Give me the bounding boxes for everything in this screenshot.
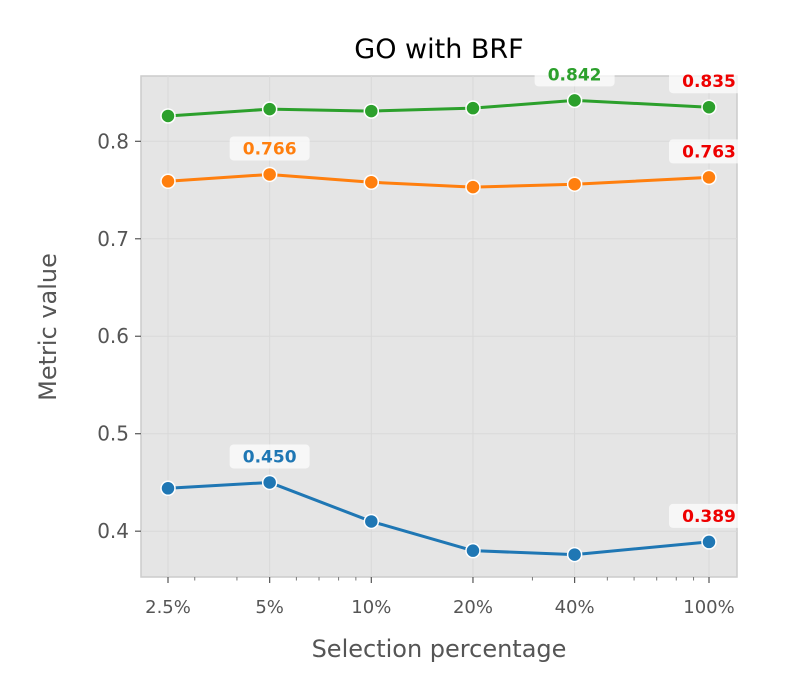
data-label: 0.842: [534, 62, 615, 87]
x-axis: 2.5% 5% 10% 20% 40% 100%: [145, 577, 735, 618]
data-label-box: [669, 503, 749, 528]
data-point: [261, 474, 278, 491]
x-tick-label: 40%: [555, 597, 595, 618]
data-point: [465, 179, 481, 195]
y-tick-label: 0.4: [97, 519, 129, 543]
data-point: [701, 534, 717, 550]
x-tick-label: 100%: [683, 597, 734, 618]
data-label: 0.766: [229, 136, 310, 161]
data-point: [566, 92, 583, 109]
x-tick-label: 10%: [351, 597, 391, 618]
data-label: 0.835: [669, 69, 749, 94]
data-point: [160, 480, 176, 497]
data-point: [701, 169, 717, 186]
data-point: [566, 546, 583, 563]
data-point: [465, 542, 481, 559]
data-label-text: 0.766: [243, 139, 297, 159]
data-label-box: [229, 444, 310, 469]
data-point: [160, 173, 176, 190]
data-label-text: 0.842: [548, 65, 602, 85]
data-point: [363, 174, 380, 190]
data-label-box: [229, 136, 310, 161]
data-point: [566, 176, 583, 192]
data-label-box: [534, 62, 615, 87]
chart-title: GO with BRF: [354, 34, 523, 65]
y-tick-label: 0.8: [97, 129, 129, 153]
y-tick-label: 0.7: [97, 227, 129, 251]
data-point: [261, 101, 278, 117]
y-axis: 0.4 0.5 0.6 0.7 0.8: [97, 129, 141, 543]
data-point: [261, 166, 278, 183]
x-tick-label: 5%: [255, 597, 284, 618]
data-point: [701, 99, 717, 115]
series-group: [160, 92, 717, 563]
series-line: [167, 98, 710, 118]
x-tick-label: 2.5%: [145, 597, 191, 618]
data-point: [160, 108, 176, 124]
x-tick-label: 20%: [453, 597, 493, 618]
data-label: 0.763: [669, 139, 749, 164]
data-label: 0.389: [669, 503, 749, 528]
data-label-box: [669, 69, 749, 94]
data-label-text: 0.450: [243, 447, 297, 467]
series-line: [167, 172, 710, 189]
y-tick-label: 0.6: [97, 324, 129, 348]
data-label-box: [669, 139, 749, 164]
data-point: [363, 513, 380, 530]
data-label-text: 0.835: [682, 72, 736, 92]
data-point: [363, 103, 380, 119]
y-tick-label: 0.5: [97, 422, 129, 446]
data-label-text: 0.763: [682, 142, 736, 162]
y-axis-label: Metric value: [34, 253, 62, 401]
data-point: [465, 100, 481, 116]
data-labels: 0.842 0.835 0.766 0.763 0.450 0.389: [229, 62, 749, 528]
series-line: [167, 480, 710, 557]
data-label: 0.450: [229, 444, 310, 469]
x-axis-label: Selection percentage: [312, 635, 567, 663]
data-label-text: 0.389: [682, 507, 736, 527]
